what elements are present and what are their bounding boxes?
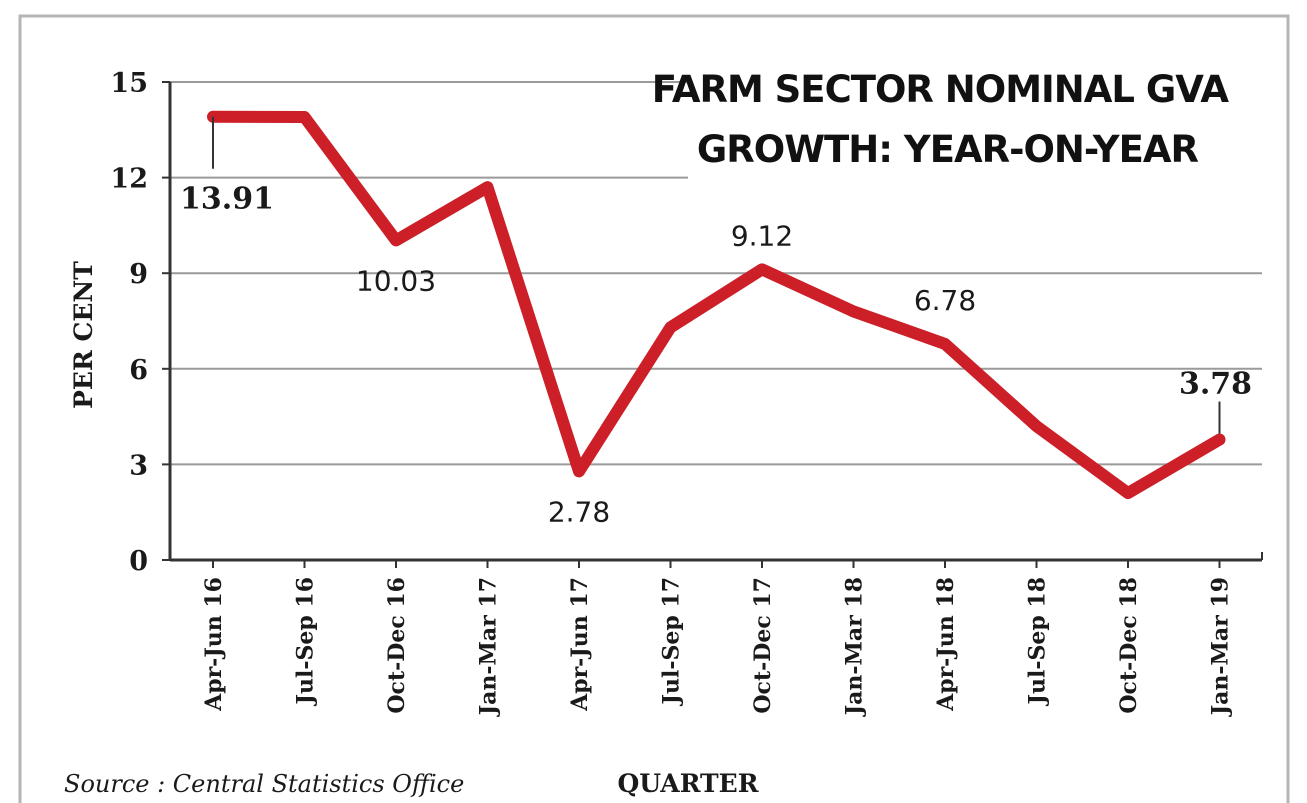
chart-title-line-1: FARM SECTOR NOMINAL GVA [652,68,1230,111]
x-tick-label: Jan-Mar 18 [842,577,868,717]
data-label: 6.78 [914,284,976,317]
x-axis-title: QUARTER [618,769,759,798]
data-label: 3.78 [1179,367,1252,402]
x-tick-label: Oct-Dec 18 [1116,577,1142,714]
chart-border [18,14,1290,803]
series-line [207,110,1226,500]
data-point [1214,434,1225,445]
x-tick-label: Jan-Mar 17 [476,577,502,717]
data-point [940,338,950,349]
x-tick-label: Apr-Jun 16 [201,577,227,712]
x-tick-label: Apr-Jun 18 [933,577,959,712]
chart-title-line-2: GROWTH: YEAR-ON-YEAR [697,128,1199,171]
data-point [391,235,401,246]
data-point [574,466,584,477]
y-tick-label: 0 [129,546,148,577]
data-point [848,306,859,317]
x-tick-label: Jul-Sep 17 [659,577,685,706]
data-point [665,322,676,333]
source-note: Source : Central Statistics Office [64,770,464,798]
data-point [299,112,310,123]
y-tick-label: 12 [110,164,148,195]
y-tick-label: 15 [110,68,148,99]
axes-layer: 0 3 6 9 12 15 Apr-Jun 16 Jul-Sep 16 Oct-Dec 16 Ja… [110,68,1263,717]
x-tick-label: Oct-Dec 16 [384,577,410,714]
y-tick-label: 3 [129,450,148,481]
x-tick-label: Apr-Jun 17 [567,577,593,712]
y-axis-title: PER CENT [69,261,98,409]
x-tick-label: Jan-Mar 19 [1208,577,1234,717]
data-label: 10.03 [356,264,436,297]
y-tick-label: 9 [129,259,148,290]
x-tick-label: Jul-Sep 16 [293,577,319,706]
data-label: 13.91 [180,182,274,217]
x-tick-label: Oct-Dec 17 [750,577,776,714]
y-tick-label: 6 [129,355,148,386]
data-point [1123,488,1133,499]
data-point [757,264,767,275]
data-point [482,182,493,193]
labels-layer: 13.91 10.03 2.78 9.12 6.78 3.78 [180,116,1252,528]
x-tick-label: Jul-Sep 18 [1025,577,1051,706]
data-label: 2.78 [548,495,610,528]
data-label: 9.12 [731,219,793,252]
data-point [1031,421,1042,432]
